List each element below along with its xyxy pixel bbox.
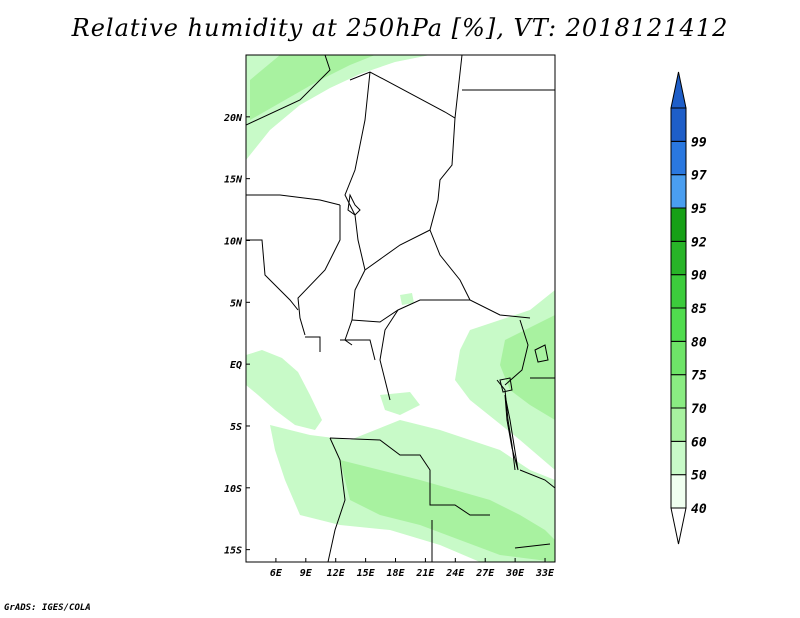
colorbar-segment: [670, 207, 687, 242]
colorbar-lower-arrow: [670, 507, 687, 545]
lon-tick-label: 9E: [300, 568, 313, 579]
lon-tick-label: 27E: [475, 568, 495, 579]
colorbar-level-label: 70: [691, 402, 707, 417]
colorbar-segment: [670, 340, 687, 376]
lat-tick-label: 5N: [230, 298, 243, 309]
lon-tick-label: 30E: [505, 568, 525, 579]
colorbar-upper-arrow: [670, 71, 687, 109]
colorbar-segment: [670, 474, 687, 509]
humidity-patch: [380, 392, 420, 415]
humidity-shading: [246, 55, 555, 562]
colorbar-level-label: 92: [691, 235, 707, 250]
lon-tick-label: 21E: [415, 568, 435, 579]
colorbar-level-label: 80: [691, 335, 707, 350]
lon-tick-label: 12E: [327, 568, 346, 579]
grads-credit: GrADS: IGES/COLA: [4, 603, 91, 613]
colorbar-segment: [670, 374, 687, 409]
colorbar-level-label: 90: [691, 269, 707, 284]
lat-tick-label: 20N: [223, 113, 243, 124]
humidity-patch: [400, 293, 414, 305]
map-frame: [245, 54, 556, 563]
latitude-axis: 20N 15N 10N 5N EQ 5S 10S 15S: [223, 113, 250, 557]
colorbar-segment: [670, 174, 687, 209]
lakes: [347, 193, 549, 471]
colorbar-legend: 40 50 60 70 75 80 85 90 92 95 97 99: [670, 71, 707, 545]
humidity-region-west: [246, 350, 322, 430]
colorbar-segment: [670, 274, 687, 309]
chart-title: Relative humidity at 250hPa [%], VT: 201…: [71, 14, 729, 42]
lat-tick-label: 5S: [230, 422, 242, 433]
lat-tick-label: 10N: [224, 236, 243, 247]
colorbar-segment: [670, 240, 687, 276]
longitude-axis: 6E 9E 12E 15E 18E 21E 24E 27E 30E 33E: [270, 558, 555, 579]
colorbar-segment: [670, 140, 687, 176]
humidity-region-north-core: [250, 55, 375, 120]
colorbar-level-label: 75: [691, 369, 707, 384]
colorbar-level-label: 97: [691, 169, 707, 184]
lat-tick-label: 15S: [224, 546, 242, 557]
lon-tick-label: 6E: [270, 568, 283, 579]
lon-tick-label: 18E: [386, 568, 405, 579]
lon-tick-label: 24E: [445, 568, 465, 579]
colorbar-level-label: 50: [691, 469, 707, 484]
humidity-region-east-core: [500, 315, 555, 420]
colorbar-level-label: 99: [691, 135, 707, 150]
colorbar-level-label: 40: [691, 502, 707, 517]
colorbar-segment: [670, 407, 687, 442]
colorbar-segment: [670, 440, 687, 476]
lat-tick-label: EQ: [230, 360, 242, 371]
colorbar-level-label: 85: [691, 302, 707, 317]
country-borders: [246, 55, 555, 562]
humidity-region-south-core: [340, 460, 555, 562]
colorbar-segment: [670, 107, 687, 142]
colorbar-level-label: 95: [691, 202, 707, 217]
colorbar-segment: [670, 307, 687, 342]
lon-tick-label: 33E: [535, 568, 555, 579]
lat-tick-label: 15N: [224, 175, 243, 186]
lon-tick-label: 15E: [357, 568, 376, 579]
colorbar-level-label: 60: [691, 435, 707, 450]
lat-tick-label: 10S: [224, 484, 242, 495]
